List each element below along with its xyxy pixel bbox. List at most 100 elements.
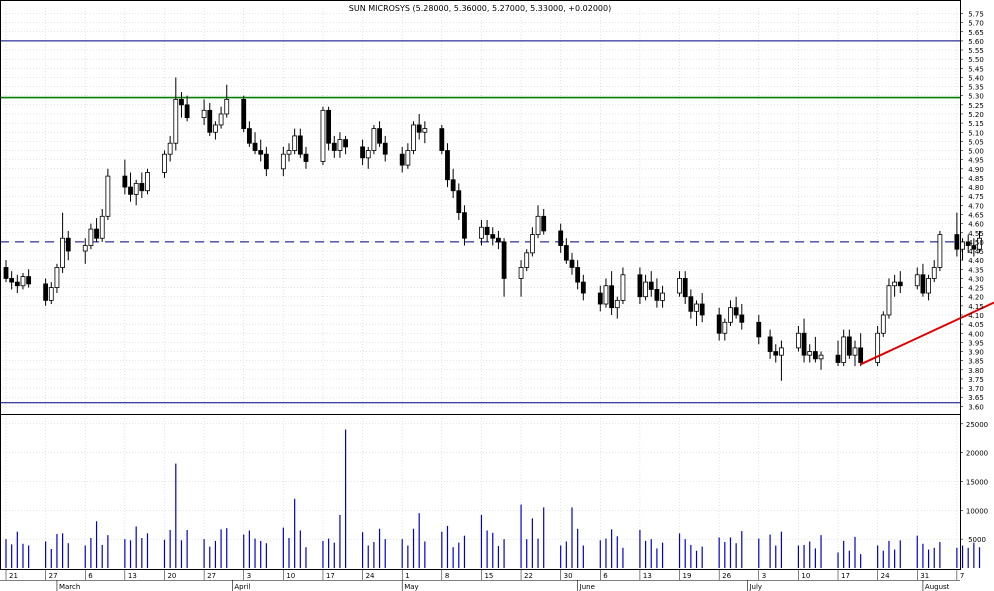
candle-body [728, 307, 733, 323]
date-axis: 21 27 6 13 20 27 3 10 17 24 1 8 15 22 30 6 13 19 26 3 10 17 24… [0, 570, 964, 591]
candle-body [818, 354, 824, 360]
week-tick-label: 17 [326, 572, 335, 580]
trendline-layer [860, 301, 994, 366]
candle-body [331, 142, 337, 151]
candle-body [422, 128, 428, 133]
price-tick-label: 4.80 [968, 184, 984, 192]
candle-body [224, 98, 230, 115]
week-tick-label: 3 [247, 572, 251, 580]
candle-body [694, 303, 699, 312]
price-tick-label: 5.50 [968, 56, 984, 64]
candle-body [241, 98, 247, 130]
price-grid [0, 8, 960, 410]
price-tick-label: 4.50 [968, 239, 984, 247]
candle-body [977, 237, 982, 250]
week-tick-label: 8 [445, 572, 449, 580]
candle-body [286, 150, 292, 155]
candle-body [343, 139, 349, 148]
month-label: July [748, 583, 762, 591]
candle-body [246, 128, 252, 144]
candle-body [535, 215, 541, 235]
price-tick-label: 4.90 [968, 166, 984, 174]
candle-body [337, 139, 343, 151]
chart-title: SUN MICROSYS (5.28000, 5.36000, 5.27000,… [349, 4, 611, 13]
candle-body [258, 150, 264, 155]
price-tick-label: 4.95 [968, 157, 984, 165]
candle-body [886, 285, 892, 316]
candle-body [796, 332, 801, 349]
candle-body [654, 288, 660, 301]
candle-body [65, 237, 71, 252]
candle-body [201, 109, 207, 119]
candle-body [3, 267, 9, 279]
candle-body [643, 281, 648, 298]
candle-body [875, 332, 881, 363]
price-tick-label: 4.35 [968, 266, 984, 274]
volume-tick-label: 10000 [966, 507, 988, 515]
price-tick-label: 4.25 [968, 285, 984, 293]
price-tick-label: 5.65 [968, 29, 984, 37]
candle-body [835, 354, 841, 363]
month-label: April [234, 583, 250, 591]
volume-axis: 5000 10000 15000 20000 25000 [960, 421, 988, 544]
candle-body [716, 314, 722, 334]
candle-body [914, 274, 920, 287]
price-tick-label: 5.45 [968, 65, 984, 73]
week-tick-label: 10 [801, 572, 810, 580]
candle-body [99, 215, 105, 239]
candle-body [456, 190, 462, 214]
candle-body [637, 274, 643, 298]
candle-body [801, 332, 807, 356]
candle-body [88, 228, 94, 246]
candle-body [9, 278, 15, 283]
candle-body [416, 124, 422, 133]
candle-body [767, 336, 773, 352]
candle-body [297, 135, 303, 155]
candle-body [841, 336, 847, 363]
price-tick-label: 5.05 [968, 138, 984, 146]
week-tick-label: 15 [484, 572, 493, 580]
candle-body [399, 153, 405, 166]
candle-body [122, 175, 128, 188]
candle-body [892, 281, 898, 287]
candle-body [518, 267, 524, 279]
candle-body [580, 281, 586, 294]
candle-body [252, 142, 258, 151]
candle-body [280, 153, 286, 170]
week-tick-label: 7 [960, 572, 964, 580]
price-tick-label: 4.75 [968, 193, 984, 201]
candle-body [20, 276, 26, 287]
chart-border [0, 0, 961, 570]
candle-body [733, 307, 739, 316]
price-tick-label: 4.65 [968, 211, 984, 219]
candle-body [926, 278, 931, 294]
candle-body [26, 276, 32, 285]
candle-body [411, 124, 416, 151]
week-tick-label: 20 [167, 572, 176, 580]
week-tick-label: 13 [643, 572, 652, 580]
candle-body [563, 245, 569, 261]
candle-body [920, 274, 926, 294]
price-tick-label: 3.75 [968, 376, 984, 384]
candle-body [620, 274, 626, 301]
week-tick-label: 1 [405, 572, 409, 580]
candle-body [207, 109, 213, 133]
price-tick-label: 5.30 [968, 93, 984, 101]
volume-tick-label: 5000 [968, 536, 986, 544]
candle-body [54, 267, 60, 288]
candle-body [162, 153, 167, 173]
candle-body [603, 285, 609, 305]
price-tick-label: 4.00 [968, 330, 984, 338]
price-tick-label: 4.45 [968, 248, 984, 256]
price-tick-label: 4.10 [968, 312, 984, 320]
price-tick-label: 4.15 [968, 303, 984, 311]
price-tick-label: 4.70 [968, 202, 984, 210]
candle-body [48, 287, 54, 301]
week-tick-label: 27 [207, 572, 216, 580]
candle-body [779, 347, 784, 356]
week-tick-label: 13 [128, 572, 137, 580]
volume-bars [5, 429, 981, 568]
week-tick-label: 3 [762, 572, 766, 580]
candle-body [94, 228, 99, 239]
